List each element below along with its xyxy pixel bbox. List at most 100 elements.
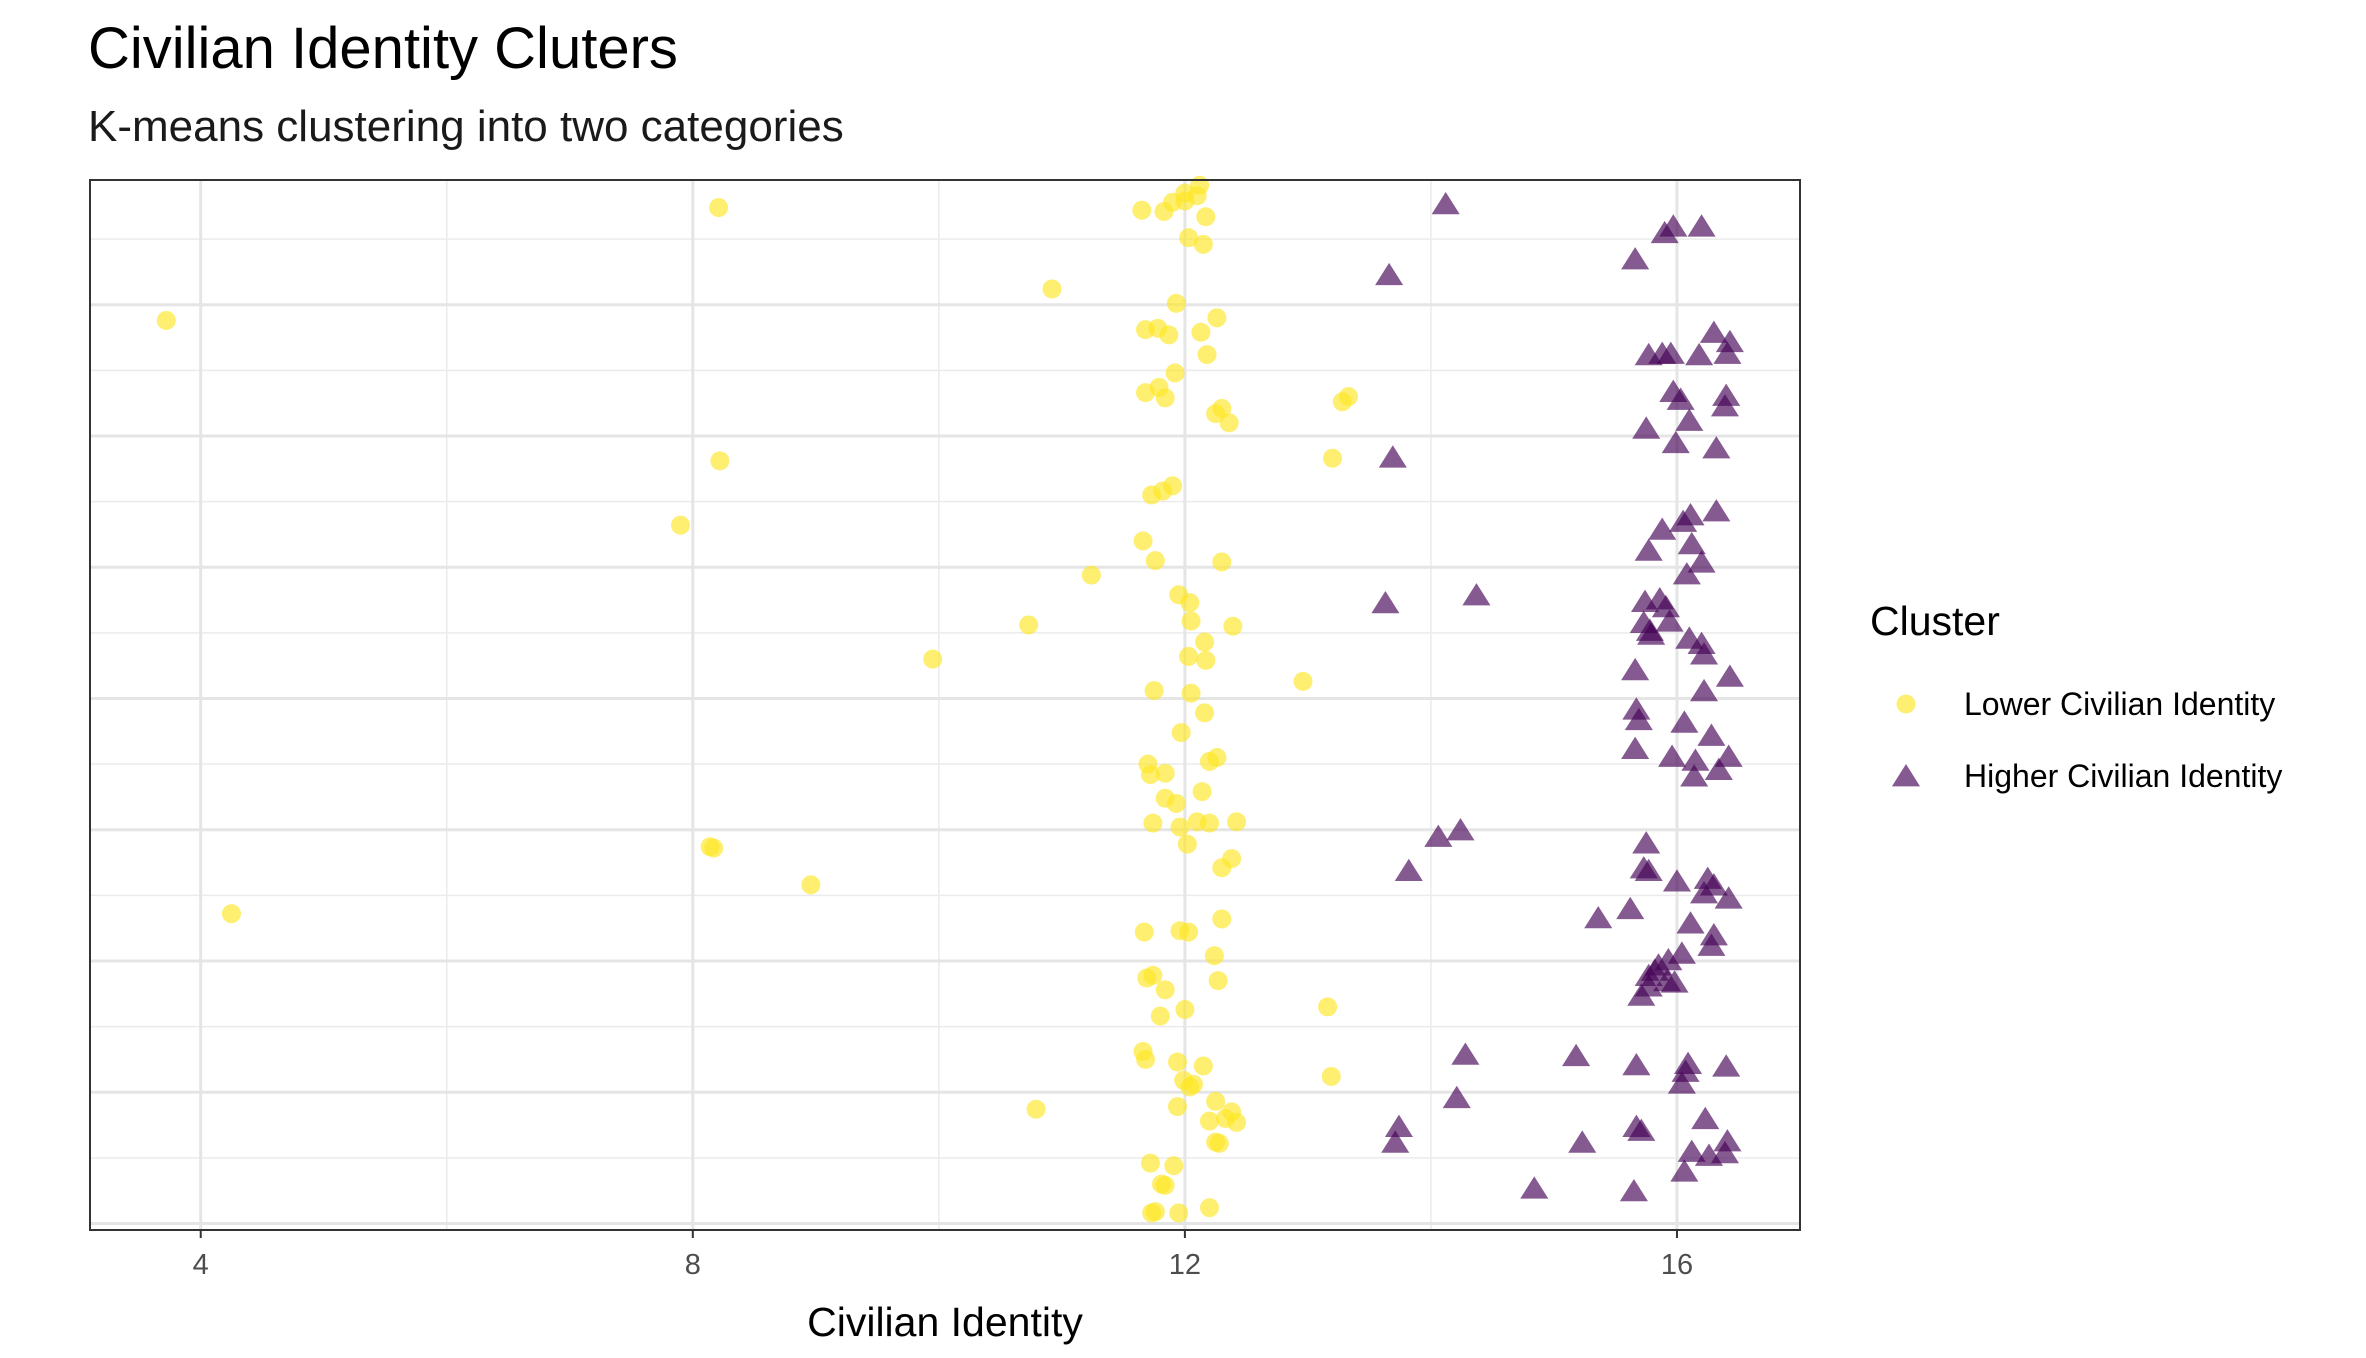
data-point-higher [1670,710,1699,733]
data-point-higher [1697,723,1726,746]
data-point-higher [1632,831,1661,854]
x-tick-label: 16 [1661,1249,1693,1281]
data-point-lower [1026,1099,1046,1119]
data-point-lower [1166,793,1186,813]
data-point-lower [1140,1153,1160,1173]
data-point-higher [1624,707,1653,731]
data-point-higher [1651,594,1680,618]
data-point-higher [1713,1129,1742,1152]
data-point-higher [1662,869,1692,892]
data-point-higher [1520,1176,1549,1199]
data-point-lower [1145,551,1165,571]
data-point-higher [1619,1178,1648,1202]
data-point-higher [1710,394,1739,417]
data-point-lower [1166,293,1186,313]
data-point-lower [1143,813,1163,833]
data-point-lower [1155,1175,1175,1195]
data-point-higher [1451,1042,1480,1065]
data-point-higher [1712,383,1741,406]
data-point-lower [1181,611,1201,631]
data-point-lower [1042,279,1062,299]
data-point-higher [1394,858,1423,882]
data-point-lower [1140,765,1160,785]
data-point-higher [1621,247,1650,270]
data-point-higher [1690,642,1719,665]
data-point-higher [1660,970,1689,993]
data-point-lower [1136,1049,1156,1069]
data-point-higher [1667,1071,1696,1094]
data-point-higher [1691,1106,1720,1130]
data-point-lower [156,310,176,330]
data-point-lower [1184,1074,1204,1094]
data-point-lower [1212,552,1232,572]
data-point-higher [1655,609,1684,632]
data-point-higher [1568,1130,1597,1153]
data-point-higher [1667,941,1696,964]
data-point-higher [1670,1159,1699,1182]
data-point-lower [1191,322,1211,342]
data-point-lower [1339,387,1359,407]
data-point-lower [1206,1091,1226,1111]
data-points [156,175,1744,1223]
data-point-higher [1715,664,1744,687]
data-point-higher [1714,744,1743,767]
data-point-lower [1143,965,1163,985]
legend-label-lower: Lower Civilian Identity [1964,686,2275,722]
data-point-higher [1371,590,1400,614]
data-point-higher [1713,341,1742,364]
data-point-lower [1195,632,1215,652]
data-point-higher [1697,933,1726,956]
data-point-lower [1195,703,1215,723]
data-point-lower [1155,388,1175,408]
data-point-lower [1019,615,1039,635]
data-point-lower [1154,202,1174,221]
x-tick-label: 4 [193,1249,209,1281]
data-point-lower [1145,1202,1165,1222]
data-point-higher [1634,858,1663,882]
data-point-higher [1616,896,1645,920]
data-point-higher [1715,329,1744,353]
data-point-higher [1690,678,1719,702]
data-point-higher [1381,1130,1410,1153]
data-point-lower [1323,448,1343,468]
data-point-lower [1165,363,1185,383]
chart-title: Civilian Identity Cluters [88,16,678,81]
data-point-higher [1658,744,1687,767]
data-point-higher [1666,387,1695,410]
x-tick-label: 12 [1169,1249,1201,1281]
data-point-lower [1227,812,1247,832]
data-point-lower [1163,476,1183,496]
data-point-higher [1375,262,1404,286]
data-point-higher [1672,562,1701,585]
data-point-higher [1634,538,1663,561]
data-point-lower [1134,922,1154,942]
data-point-higher [1650,220,1679,244]
data-point-lower [1171,723,1191,743]
data-point-lower [1170,817,1190,837]
data-point-lower [709,198,729,218]
data-point-lower [1207,308,1227,328]
data-point-higher [1671,1059,1700,1082]
data-point-lower [1179,922,1199,942]
data-point-higher [1584,905,1613,929]
data-point-higher [1462,583,1491,606]
data-point-higher [1712,1054,1741,1077]
data-point-lower [1199,813,1219,833]
data-point-lower [1321,1066,1341,1086]
data-point-lower [1197,345,1217,365]
data-point-lower [1208,971,1228,991]
data-point-lower [1196,650,1216,670]
data-point-higher [1702,436,1731,459]
data-point-lower [1168,1097,1188,1117]
data-point-lower [1227,1112,1247,1132]
data-point-higher [1704,757,1733,780]
data-point-lower [1223,616,1243,636]
data-point-lower [1180,593,1200,613]
data-point-higher [1424,824,1453,847]
data-point-lower [923,649,943,669]
data-point-lower [1196,207,1216,227]
data-point-higher [1637,622,1666,645]
data-point-lower [1179,646,1199,666]
data-point-higher [1710,1140,1739,1164]
